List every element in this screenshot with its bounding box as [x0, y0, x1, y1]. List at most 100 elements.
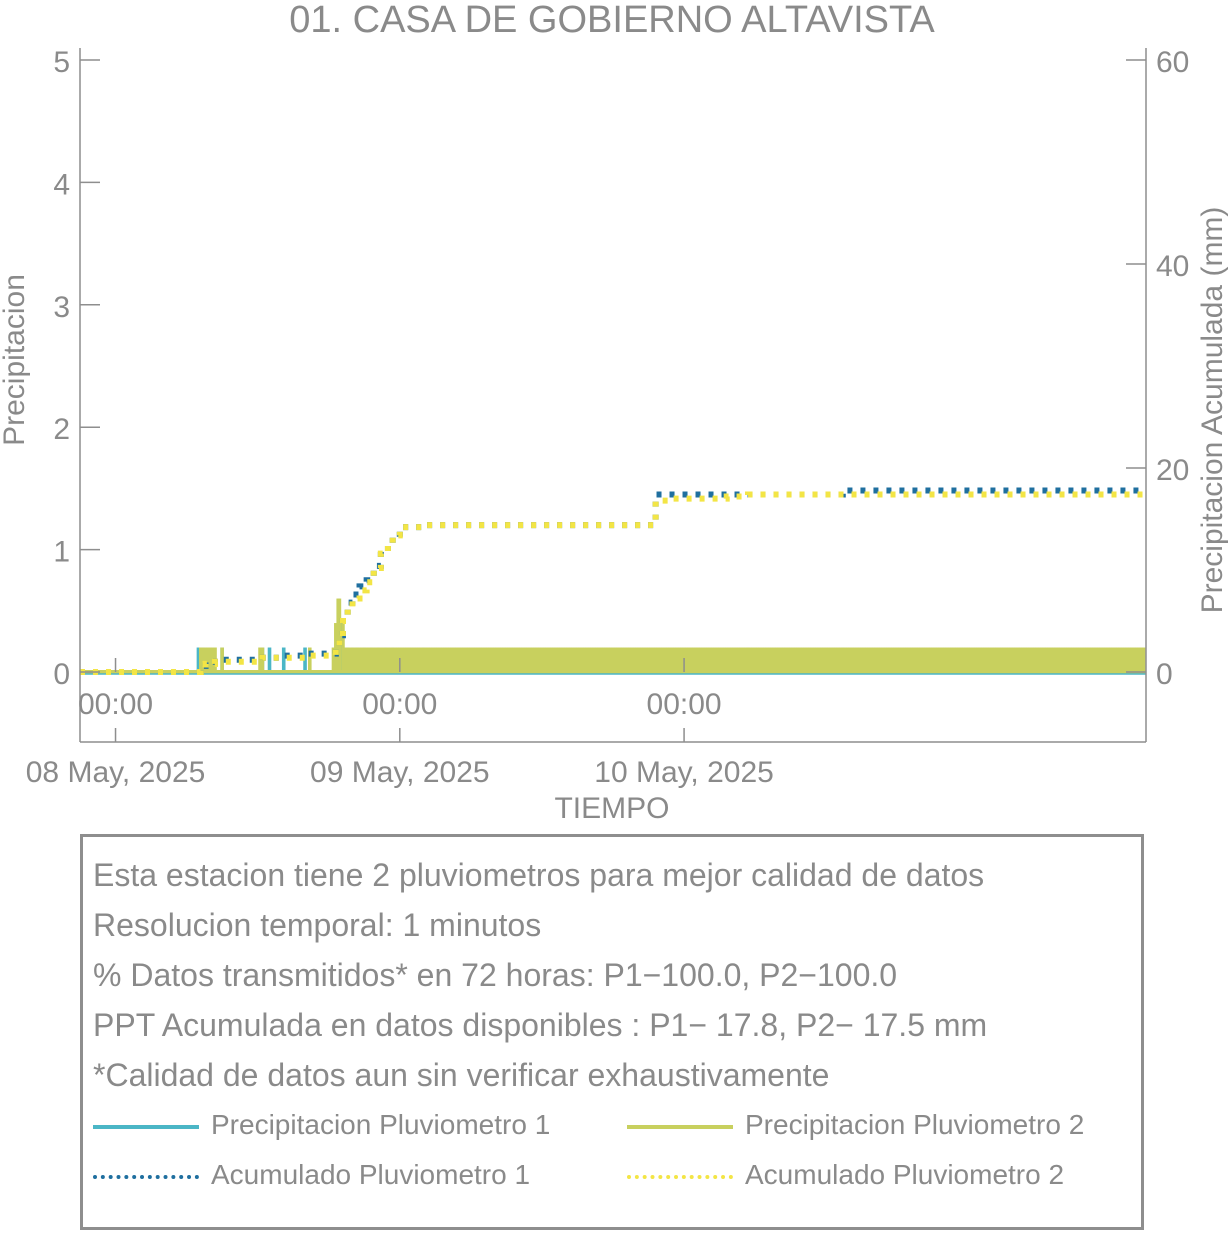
precip-bar [518, 647, 523, 672]
precip-bar [689, 647, 693, 672]
precip-bar [488, 647, 492, 672]
precip-bar [589, 647, 594, 672]
precip-bar [800, 647, 805, 672]
precip-bar [914, 647, 919, 672]
precip-bar [471, 647, 476, 672]
precip-bar [772, 647, 776, 672]
y2-axis-label: Precipitacion Acumulada (mm) [1196, 207, 1229, 614]
precip-bar [630, 647, 634, 672]
precip-bar [855, 647, 859, 672]
legend-label-precip-p1: Precipitacion Pluviometro 1 [211, 1109, 551, 1140]
precip-bar [784, 647, 788, 672]
chart-title: 01. CASA DE GOBIERNO ALTAVISTA [289, 0, 935, 41]
precip-bar [916, 647, 921, 672]
precip-bar [360, 647, 364, 672]
precip-bar [341, 623, 345, 672]
precip-bar [1094, 647, 1099, 672]
precipitation-chart: 01. CASA DE GOBIERNO ALTAVISTA 0 1 2 3 4 5 0 20… [0, 0, 1229, 825]
precip-bar [859, 647, 864, 672]
precip-bar [994, 647, 999, 672]
precip-bar [374, 647, 378, 672]
precip-bar [345, 647, 350, 672]
legend-item-accum-p1: Acumulado Pluviometro 1 [93, 1159, 613, 1199]
precip-bar [1080, 647, 1084, 672]
precip-bar [570, 647, 575, 672]
legend-swatch-accum-p2 [627, 1175, 733, 1179]
precip-bar [1084, 647, 1089, 672]
precip-bar [701, 647, 705, 672]
precip-bar [362, 647, 367, 672]
precip-bar [383, 647, 388, 672]
precip-bar [658, 647, 663, 672]
precip-bar [537, 647, 542, 672]
info-line-quality-note: *Calidad de datos aun sin verificar exha… [93, 1057, 830, 1093]
precip-bar [907, 647, 911, 672]
precip-bar [885, 647, 890, 672]
precip-bar [665, 647, 670, 672]
precip-bar [405, 647, 409, 672]
precip-bar [705, 647, 710, 672]
precip-bar [625, 647, 630, 672]
precip-bar [483, 647, 487, 672]
precip-bar [874, 647, 878, 672]
precip-bar [438, 647, 442, 672]
y-tick-label: 3 [53, 291, 70, 324]
precip-bar [758, 647, 762, 672]
precip-bar [668, 647, 672, 672]
precip-bar [639, 647, 644, 672]
precip-bar [615, 647, 620, 672]
precip-bar [623, 647, 627, 672]
precip-bar [741, 647, 746, 672]
precip-bar [938, 647, 942, 672]
precip-bar [1101, 647, 1106, 672]
precip-bar [743, 647, 748, 672]
precip-bar [810, 647, 814, 672]
precip-bar [587, 647, 592, 672]
precip-bar [281, 647, 286, 672]
precip-bar [729, 647, 734, 672]
precip-bar [966, 647, 971, 672]
precip-bar [980, 647, 985, 672]
precip-bar [388, 647, 393, 672]
precip-bar [431, 647, 435, 672]
precip-bar [364, 647, 369, 672]
precip-bar [840, 647, 845, 672]
precip-bar [337, 598, 342, 672]
precip-bar [1066, 647, 1070, 672]
precip-bar [433, 647, 438, 672]
precip-bar [928, 647, 933, 672]
precip-bar [895, 647, 900, 672]
precip-bar [390, 647, 395, 672]
precip-bar [819, 647, 824, 672]
precip-bar [1021, 647, 1025, 672]
precip-bar [1044, 647, 1049, 672]
precip-bar [1061, 647, 1065, 672]
precip-bar [805, 647, 810, 672]
precip-bar [1129, 647, 1134, 672]
precip-bar [912, 647, 916, 672]
precip-bar [715, 647, 720, 672]
precip-bar [424, 647, 428, 672]
precip-bar [869, 647, 874, 672]
precip-bar [786, 647, 791, 672]
precip-bar [954, 647, 959, 672]
precip-bar [490, 647, 494, 672]
legend-swatch-precip-p2 [627, 1125, 733, 1129]
precip-bar [684, 647, 689, 672]
precip-bar [464, 647, 468, 672]
precip-bar [1106, 647, 1110, 672]
precip-bar [687, 647, 691, 672]
precip-bar [1028, 647, 1032, 672]
precip-bar [940, 647, 945, 672]
info-line-resolution: Resolucion temporal: 1 minutos [93, 907, 542, 943]
precip-bar [348, 647, 352, 672]
precip-bar [746, 647, 750, 672]
precip-bar [978, 647, 982, 672]
precip-bar [549, 647, 554, 672]
precip-bar [267, 647, 272, 672]
precip-bar [582, 647, 587, 672]
precip-bar [724, 647, 729, 672]
precip-bar [599, 647, 603, 672]
precip-bar [547, 647, 551, 672]
precip-bar [1139, 647, 1144, 672]
